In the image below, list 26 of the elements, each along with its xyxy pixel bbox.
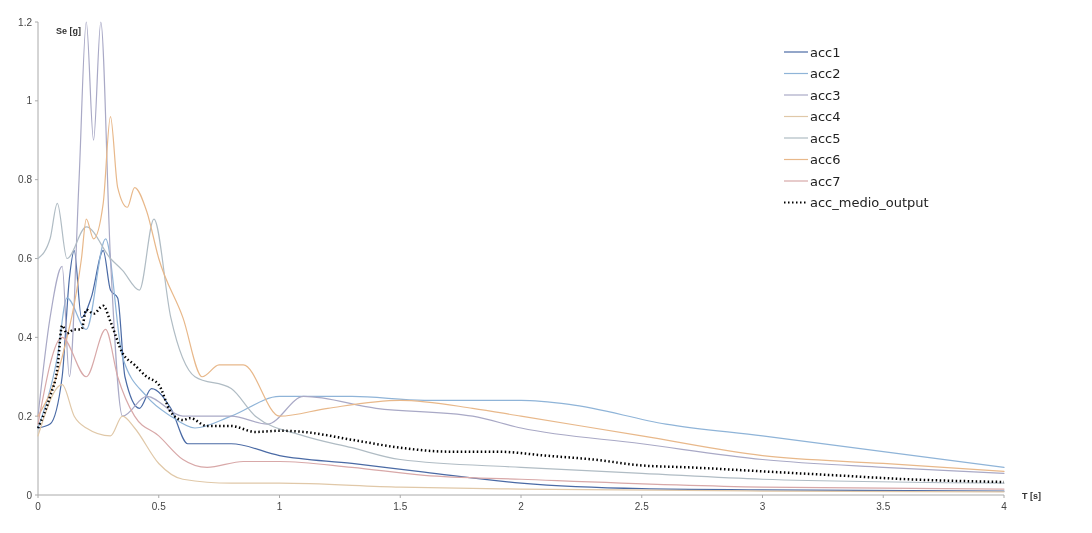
y-tick-label: 0.6 <box>18 253 33 264</box>
legend-label: acc_medio_output <box>810 195 929 211</box>
x-tick-label: 2 <box>518 501 525 512</box>
legend-label: acc4 <box>810 109 841 125</box>
y-tick-label: 0.8 <box>18 174 33 186</box>
x-tick-label: 3 <box>759 501 766 512</box>
legend-label: acc5 <box>810 130 841 146</box>
x-tick-label: 1.5 <box>393 501 408 512</box>
y-tick-label: 0.4 <box>18 331 33 343</box>
y-tick-label: 0 <box>26 489 33 501</box>
legend-label: acc7 <box>810 173 841 189</box>
x-tick-label: 1 <box>276 501 283 512</box>
y-axis-title: Se [g] <box>56 26 82 36</box>
x-tick-label: 0 <box>35 501 42 512</box>
y-tick-label: 1.2 <box>18 16 33 28</box>
x-tick-label: 3.5 <box>876 501 891 512</box>
legend-label: acc3 <box>810 87 841 103</box>
legend-label: acc2 <box>810 66 841 82</box>
x-tick-label: 2.5 <box>634 501 650 512</box>
x-tick-label: 4 <box>1001 501 1008 512</box>
y-tick-label: 0.2 <box>18 410 33 422</box>
legend-label: acc1 <box>810 44 841 60</box>
y-tick-label: 1 <box>26 95 33 107</box>
legend-label: acc6 <box>810 152 841 168</box>
x-tick-label: 0.5 <box>151 501 167 512</box>
x-axis-title: T [s] <box>1022 491 1041 501</box>
